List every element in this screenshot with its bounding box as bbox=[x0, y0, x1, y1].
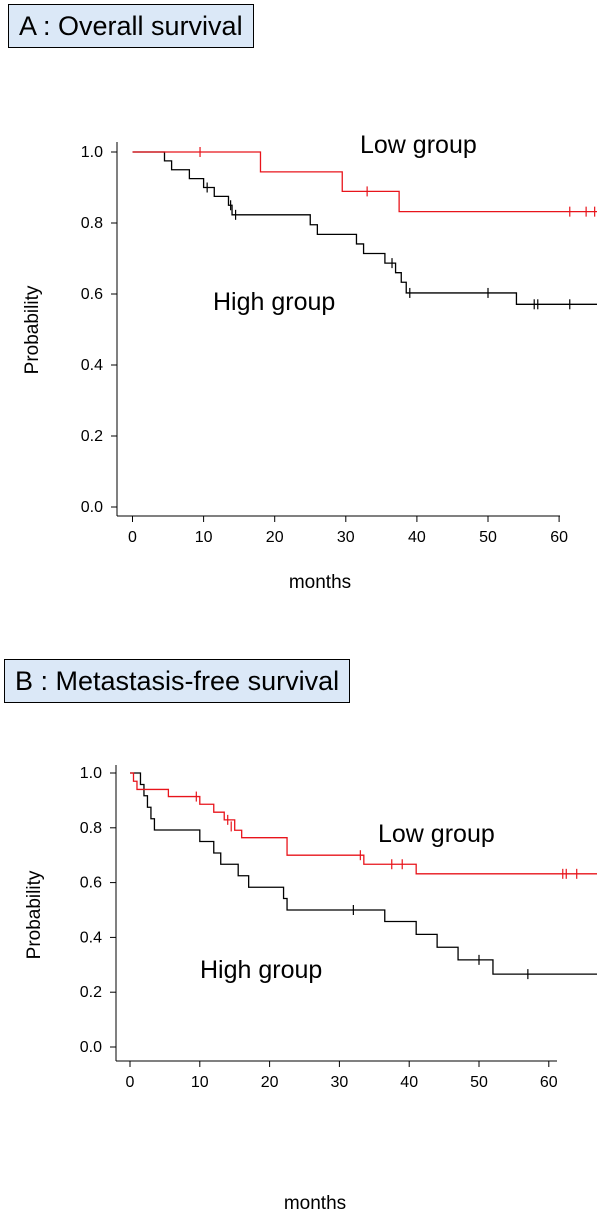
x-tick-label: 10 bbox=[195, 529, 213, 546]
panel-a-title: A : Overall survival bbox=[8, 4, 254, 48]
x-tick-label: 30 bbox=[331, 1074, 349, 1091]
y-tick-label: 0.4 bbox=[81, 357, 103, 374]
y-axis-label: Probability bbox=[24, 870, 45, 959]
low-group-survival-curve bbox=[132, 151, 597, 213]
y-tick-label: 1.0 bbox=[81, 144, 103, 161]
low-group-survival-curve bbox=[130, 772, 597, 875]
x-tick-label: 30 bbox=[337, 529, 355, 546]
high-group-survival-curve bbox=[132, 151, 597, 305]
high-group-survival-curve bbox=[130, 772, 597, 975]
overall-survival-chart: 0.0 0.2 0.4 0.6 0.8 1.0 0 10 20 30 40 50 60 months Pro… bbox=[22, 131, 597, 593]
low-group-label: Low group bbox=[360, 131, 477, 159]
x-tick-label: 40 bbox=[400, 1074, 418, 1091]
y-tick-label: 0.6 bbox=[80, 875, 102, 892]
metastasis-free-survival-chart: 0.0 0.2 0.4 0.6 0.8 1.0 0 10 20 30 40 50 60 months Pro… bbox=[24, 765, 597, 1214]
x-tick-label: 50 bbox=[470, 1074, 488, 1091]
y-tick-label: 0.0 bbox=[81, 499, 103, 516]
x-tick-label: 0 bbox=[128, 529, 137, 546]
y-tick-label: 0.8 bbox=[80, 820, 102, 837]
y-tick-label: 0.2 bbox=[81, 428, 103, 445]
x-tick-label: 0 bbox=[126, 1074, 135, 1091]
y-tick-label: 0.4 bbox=[80, 929, 102, 946]
x-tick-label: 10 bbox=[191, 1074, 209, 1091]
low-group-label: Low group bbox=[378, 820, 495, 848]
x-tick-label: 60 bbox=[550, 529, 568, 546]
y-tick-label: 0.6 bbox=[81, 286, 103, 303]
panel-b-title: B : Metastasis-free survival bbox=[4, 659, 351, 703]
x-tick-label: 20 bbox=[261, 1074, 279, 1091]
x-axis-label: months bbox=[289, 572, 351, 593]
high-group-label: High group bbox=[213, 288, 335, 316]
x-tick-label: 20 bbox=[266, 529, 284, 546]
y-tick-label: 0.0 bbox=[80, 1039, 102, 1056]
x-tick-label: 50 bbox=[479, 529, 497, 546]
y-axis-label: Probability bbox=[22, 285, 43, 374]
x-tick-label: 40 bbox=[408, 529, 426, 546]
x-tick-label: 60 bbox=[540, 1074, 558, 1091]
y-tick-label: 1.0 bbox=[80, 765, 102, 782]
high-group-label: High group bbox=[200, 956, 322, 984]
x-axis-label: months bbox=[284, 1193, 346, 1214]
y-tick-label: 0.2 bbox=[80, 984, 102, 1001]
y-tick-label: 0.8 bbox=[81, 215, 103, 232]
